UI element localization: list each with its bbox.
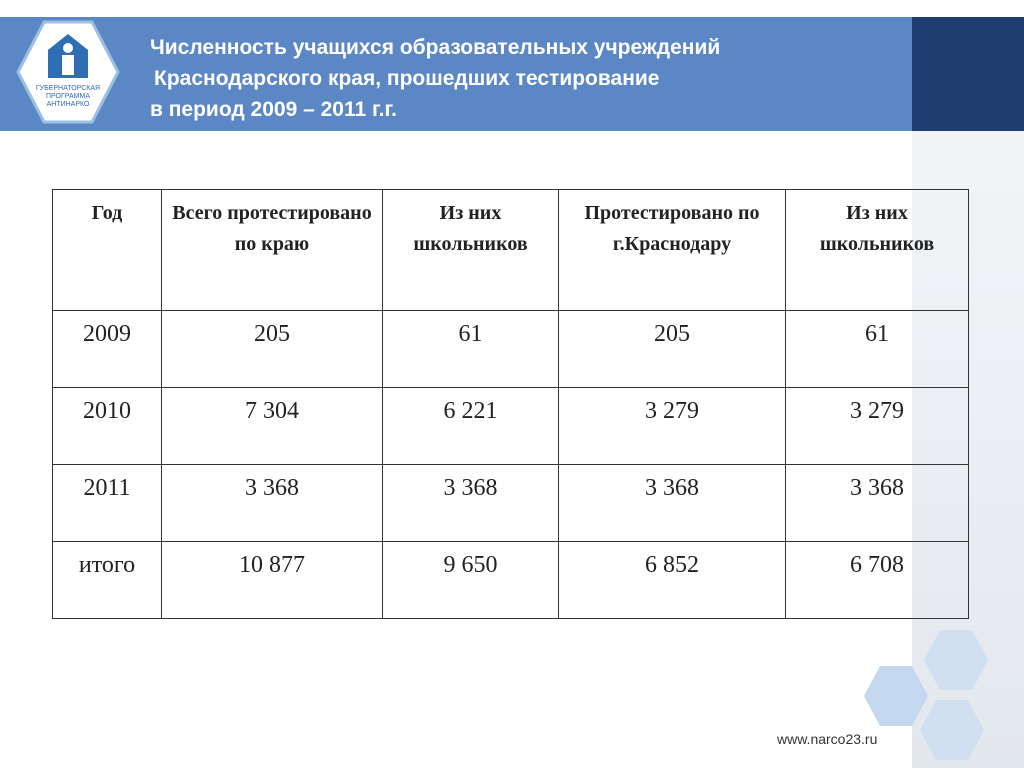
- logo-text: АНТИНАРКО: [47, 101, 90, 108]
- column-header: Год: [52, 189, 162, 311]
- logo-text: ПРОГРАММА: [46, 93, 90, 100]
- table-cell: итого: [52, 541, 162, 619]
- table-cell: 3 279: [558, 387, 786, 465]
- column-header: Протестировано по г.Краснодару: [558, 189, 786, 311]
- table-cell: 7 304: [161, 387, 383, 465]
- title: Численность учащихся образовательных учр…: [150, 32, 720, 125]
- table-cell: 6 852: [558, 541, 786, 619]
- table-cell: 9 650: [382, 541, 559, 619]
- table-row: 2010 7 304 6 221 3 279 3 279: [52, 387, 969, 465]
- data-table: Год Всего протестировано по краю Из них шк…: [52, 189, 969, 619]
- table-cell: 2010: [52, 387, 162, 465]
- table-cell: 2009: [52, 310, 162, 388]
- column-header: Из них школьников: [785, 189, 969, 311]
- table-cell: 6 221: [382, 387, 559, 465]
- table-cell: 6 708: [785, 541, 969, 619]
- table-row: 2011 3 368 3 368 3 368 3 368: [52, 464, 969, 542]
- table-cell: 3 279: [785, 387, 969, 465]
- column-header: Из них школьников: [382, 189, 559, 311]
- header-band: [0, 17, 912, 131]
- footer-url: www.narco23.ru: [777, 731, 878, 747]
- table-cell: 205: [161, 310, 383, 388]
- header-corner: [912, 17, 1024, 131]
- logo-text: ГУБЕРНАТОРСКАЯ: [36, 85, 100, 92]
- table-cell: 2011: [52, 464, 162, 542]
- column-header: Всего протестировано по краю: [161, 189, 383, 311]
- table-cell: 61: [785, 310, 969, 388]
- decoration: [864, 630, 988, 760]
- table-cell: 3 368: [558, 464, 786, 542]
- title-line: в период 2009 – 2011 г.г.: [150, 98, 397, 121]
- table-cell: 10 877: [161, 541, 383, 619]
- table-row: итого 10 877 9 650 6 852 6 708: [52, 541, 969, 619]
- table-cell: 205: [558, 310, 786, 388]
- table-cell: 61: [382, 310, 559, 388]
- title-line: Численность учащихся образовательных учр…: [150, 36, 721, 59]
- table-cell: 3 368: [785, 464, 969, 542]
- table-cell: 3 368: [161, 464, 383, 542]
- table-cell: 3 368: [382, 464, 559, 542]
- logo: ГУБЕРНАТОРСКАЯ ПРОГРАММА АНТИНАРКО: [16, 20, 120, 124]
- title-line: Краснодарского края, прошедших тестирова…: [154, 67, 660, 90]
- table-row: 2009 205 61 205 61: [52, 310, 969, 388]
